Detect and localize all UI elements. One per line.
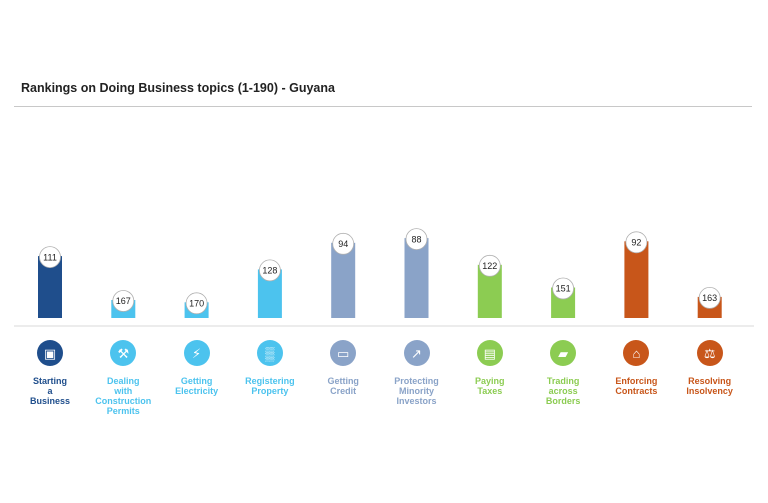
bar-5 [331,242,356,318]
category-label-8: Trading across Borders [545,376,581,406]
bar-label-bubble-8 [552,277,574,300]
data-label-6: 88 [411,234,421,244]
bar-label-bubble-2 [112,290,135,312]
topic-4: ▒ Registering Property [232,338,308,396]
bar-label-bubble-5 [332,232,355,255]
bar-label-bubble-3 [185,292,208,315]
building-icon: ▣ [37,340,63,366]
data-label-9: 92 [631,238,641,248]
category-label-9: Enforcing Contracts [615,376,658,396]
category-label-2: Dealing with Construction Permits [95,376,152,416]
topic-10: ⚖ Resolving Insolvency [672,338,748,396]
category-label-10: Resolving Insolvency [686,376,733,396]
topic-5: ▭ Getting Credit [305,338,381,396]
topic-2: ⚒ Dealing with Construction Permits [85,338,161,416]
data-label-3: 170 [189,299,204,309]
topic-1: ▣ Starting a Business [12,338,88,406]
data-label-10: 163 [702,293,717,303]
bar-label-bubble-4 [258,259,281,282]
title-divider [14,106,752,107]
bar-label-bubble-9 [625,231,648,254]
category-label-3: Getting Electricity [175,376,219,396]
chart-title: Rankings on Doing Business topics (1-190… [21,81,335,95]
data-label-2: 167 [116,296,131,306]
data-label-8: 151 [556,284,571,294]
credit-card-icon: ▭ [330,340,357,366]
data-label-7: 122 [482,261,497,271]
category-label-1: Starting a Business [29,376,71,406]
bar-label-bubble-6 [405,228,428,251]
courthouse-icon: ⌂ [623,340,650,366]
topic-9: ⌂ Enforcing Contracts [598,338,674,396]
category-label-4: Registering Property [245,376,295,396]
bar-label-bubble-10 [698,286,721,309]
money-icon: ▤ [476,340,503,366]
data-label-1: 111 [43,252,57,262]
buildings-icon: ▒ [256,340,283,366]
category-label-5: Getting Credit [327,376,359,396]
topic-8: ▰ Trading across Borders [525,338,601,406]
tools-icon: ⚒ [110,340,137,366]
category-label-6: Protecting Minority Investors [394,376,439,406]
topic-3: ⚡ Getting Electricity [159,338,235,396]
truck-icon: ▰ [550,340,577,366]
topic-7: ▤ Paying Taxes [452,338,528,396]
gavel-icon: ⚖ [696,340,723,366]
data-label-5: 94 [338,239,348,249]
lightning-icon: ⚡ [183,340,210,366]
category-label-7: Paying Taxes [475,376,505,396]
bar-9 [624,241,649,318]
data-label-4: 128 [262,266,277,276]
bar-label-bubble-7 [478,254,501,277]
trend-chart-icon: ↗ [403,340,430,366]
topic-icons-row: ▣ Starting a Business ⚒ Dealing with Constr… [0,338,768,428]
bar-6 [404,238,429,318]
topic-6: ↗ Protecting Minority Investors [379,338,455,406]
bar-label-bubble-1 [39,246,61,269]
